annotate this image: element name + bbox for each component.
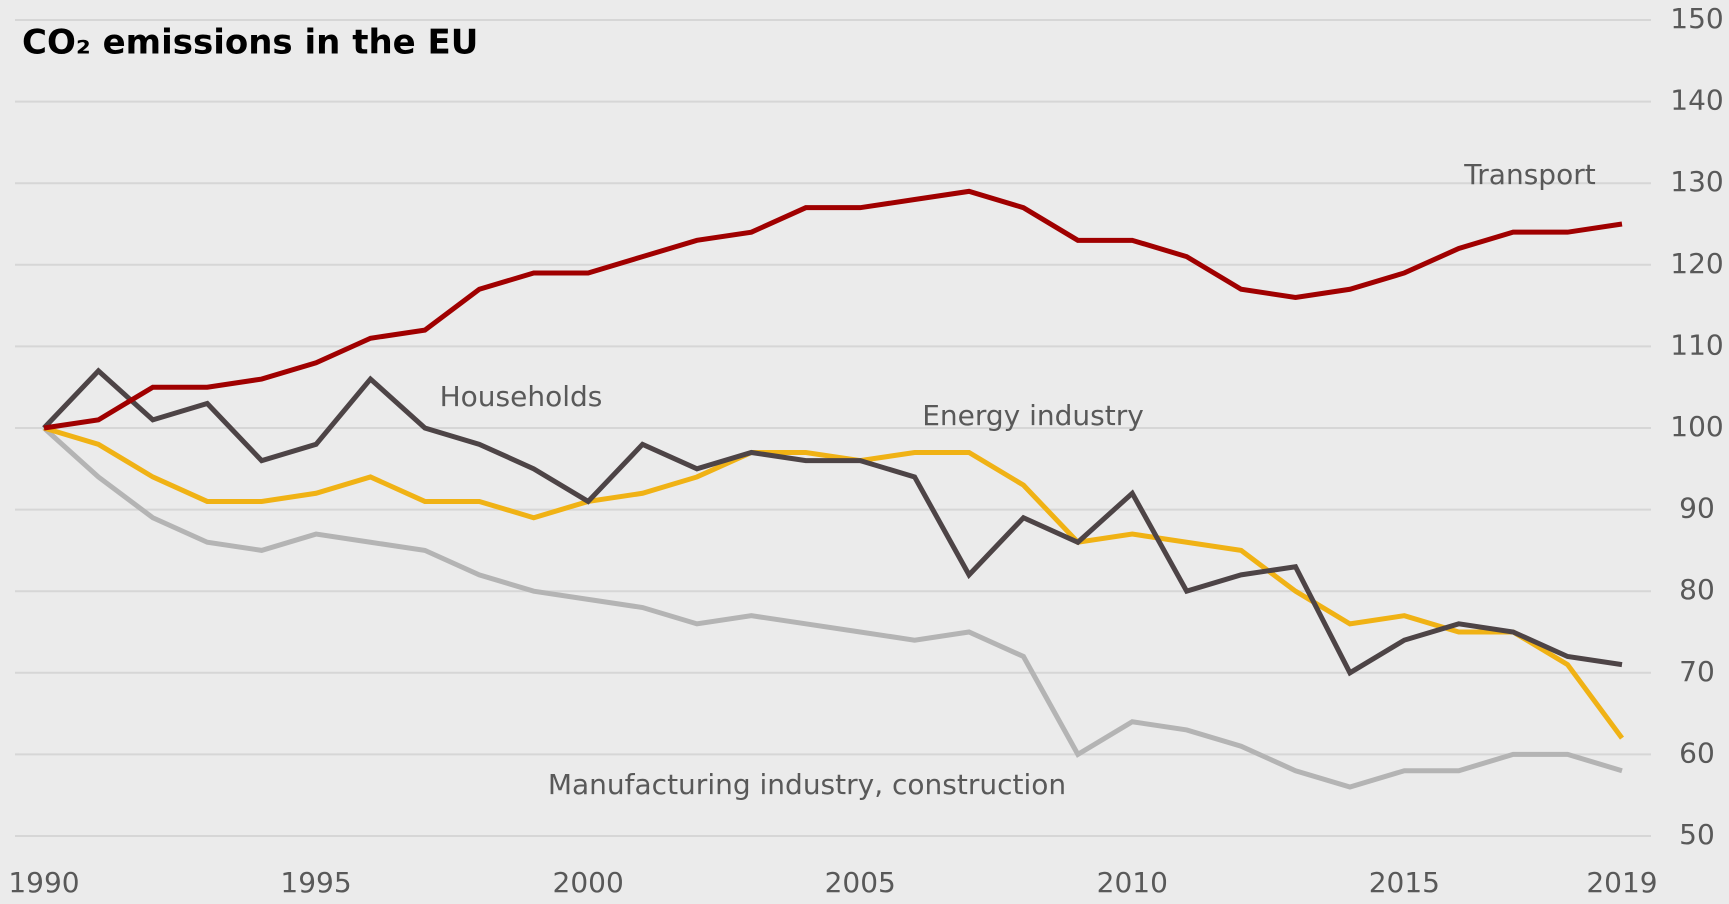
series-line — [43, 188, 1623, 431]
series-label: Manufacturing industry, construction — [548, 768, 1066, 801]
y-tick-label: 110 — [1670, 328, 1723, 361]
y-tick-label: 50 — [1679, 818, 1715, 851]
series-label: Energy industry — [922, 399, 1144, 432]
y-tick-label: 60 — [1679, 736, 1715, 769]
x-tick-label: 1995 — [280, 866, 351, 899]
y-tick-label: 120 — [1670, 247, 1723, 280]
series-line — [42, 367, 1623, 677]
x-tick-label: 2000 — [553, 866, 624, 899]
y-tick-label: 130 — [1670, 165, 1723, 198]
chart-title: CO₂ emissions in the EU — [22, 23, 478, 63]
y-tick-label: 70 — [1679, 655, 1715, 688]
y-tick-label: 80 — [1679, 573, 1715, 606]
y-tick-label: 140 — [1670, 84, 1723, 117]
x-tick-label: 2005 — [825, 866, 896, 899]
series-label: Households — [440, 380, 603, 413]
x-tick-label: 2010 — [1097, 866, 1168, 899]
y-tick-label: 100 — [1670, 410, 1723, 443]
x-tick-label: 1990 — [8, 866, 79, 899]
series-label: Transport — [1463, 158, 1595, 191]
x-tick-label: 2015 — [1369, 866, 1440, 899]
y-tick-label: 90 — [1679, 492, 1715, 525]
x-tick-label: 2019 — [1586, 866, 1657, 899]
y-tick-label: 150 — [1670, 2, 1723, 35]
series-line — [42, 426, 1623, 790]
series-line — [43, 425, 1625, 740]
